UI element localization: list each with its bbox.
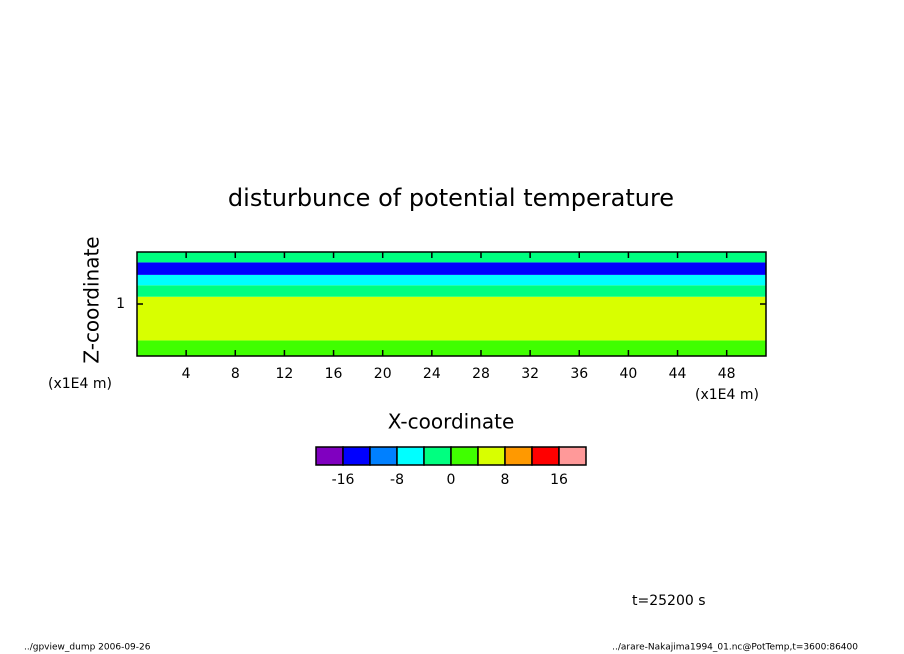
footer-left: ../gpview_dump 2006-09-26 <box>24 643 151 653</box>
y-unit: (x1E4 m) <box>48 376 112 392</box>
field-band <box>137 262 766 275</box>
x-tick-label: 4 <box>182 366 191 382</box>
colorbar-box <box>396 446 425 466</box>
x-tick-label: 8 <box>231 366 240 382</box>
colorbar-tick-label: 16 <box>550 472 568 488</box>
chart-title: disturbunce of potential temperature <box>228 184 674 212</box>
colorbar-box <box>504 446 533 466</box>
colorbar-box <box>558 446 587 466</box>
field-band <box>137 285 766 297</box>
colorbar-tick-label: -8 <box>390 472 404 488</box>
field-band <box>137 296 766 341</box>
x-tick-label: 36 <box>570 366 588 382</box>
x-tick-label: 24 <box>423 366 441 382</box>
colorbar-tick-label: 0 <box>447 472 456 488</box>
field-band <box>137 252 766 263</box>
colorbar-box <box>477 446 506 466</box>
footer-right: ../arare-Nakajima1994_01.nc@PotTemp,t=36… <box>612 643 858 653</box>
x-tick-label: 32 <box>521 366 539 382</box>
x-unit: (x1E4 m) <box>695 387 759 403</box>
colorbar-tick-label: -16 <box>332 472 355 488</box>
x-axis-label: X-coordinate <box>388 410 515 434</box>
x-tick-label: 12 <box>276 366 294 382</box>
colorbar-box <box>315 446 344 466</box>
x-tick-label: 20 <box>374 366 392 382</box>
colorbar-box <box>369 446 398 466</box>
x-tick-label: 40 <box>619 366 637 382</box>
colorbar-tick-label: 8 <box>501 472 510 488</box>
colorbar-box <box>531 446 560 466</box>
y-axis-label: Z-coordinate <box>80 236 104 363</box>
field-band <box>137 274 766 286</box>
colorbar-box <box>342 446 371 466</box>
x-tick-label: 44 <box>669 366 687 382</box>
colorbar-box <box>423 446 452 466</box>
x-tick-label: 48 <box>718 366 736 382</box>
field-band <box>137 340 766 356</box>
x-tick-label: 16 <box>325 366 343 382</box>
time-label: t=25200 s <box>632 593 706 609</box>
colorbar-box <box>450 446 479 466</box>
x-tick-label: 28 <box>472 366 490 382</box>
y-tick-label: 1 <box>116 296 125 312</box>
